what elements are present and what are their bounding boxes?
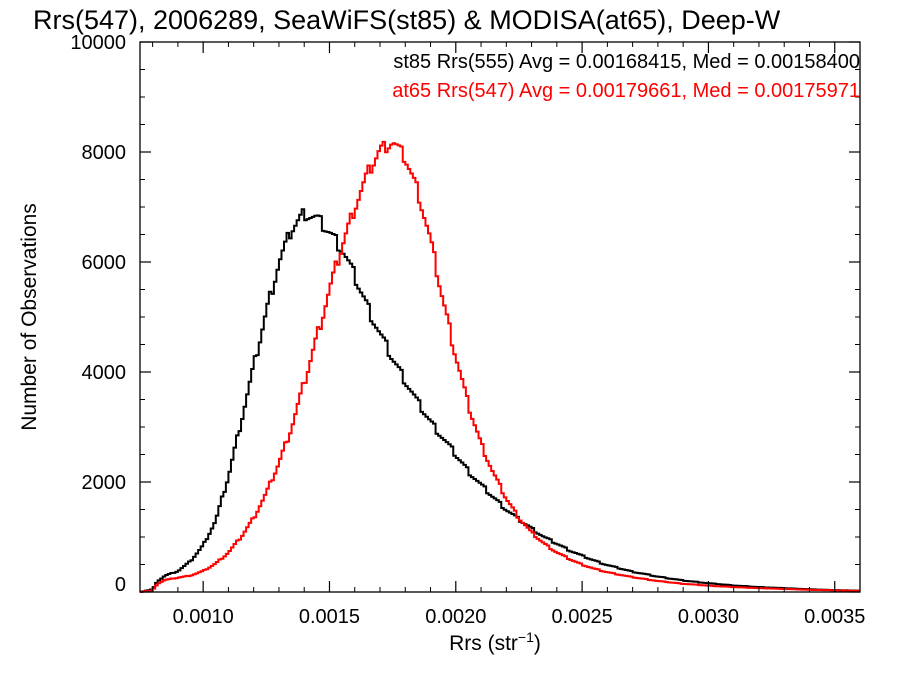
axis-ticks: 0.0010 0.0015 0.0020 0.0025 0.0030 0.0035 0 200… [70, 32, 865, 628]
x-axis-title-close: ) [534, 632, 541, 655]
x-tick-label: 0.0025 [552, 606, 613, 628]
y-tick-label: 10000 [70, 32, 126, 54]
x-tick-label: 0.0030 [678, 606, 739, 628]
y-tick-label: 6000 [82, 252, 127, 274]
x-axis-title: Rrs (str−1) [449, 629, 541, 655]
y-tick-label: 8000 [82, 142, 127, 164]
series-line-st85 [140, 208, 860, 593]
plot-area [140, 140, 860, 593]
x-tick-label: 0.0020 [425, 606, 486, 628]
plot-frame [139, 41, 861, 593]
x-tick-label: 0.0010 [173, 606, 234, 628]
y-axis-title: Number of Observations [18, 203, 41, 431]
x-tick-label: 0.0015 [299, 606, 360, 628]
series-line-at65 [140, 140, 860, 593]
chart-title: Rrs(547), 2006289, SeaWiFS(st85) & MODIS… [33, 5, 781, 35]
legend-entry-st85: st85 Rrs(555) Avg = 0.00168415, Med = 0.… [393, 51, 860, 73]
y-tick-label: 0 [115, 574, 126, 596]
y-tick-label: 2000 [82, 472, 127, 494]
legend-entry-at65: at65 Rrs(547) Avg = 0.00179661, Med = 0.… [392, 80, 860, 102]
x-axis-title-superscript: −1 [518, 629, 534, 645]
x-tick-label: 0.0035 [804, 606, 865, 628]
x-axis-title-text: Rrs (str [449, 632, 518, 655]
legend: st85 Rrs(555) Avg = 0.00168415, Med = 0.… [392, 51, 860, 102]
y-tick-label: 4000 [82, 362, 127, 384]
